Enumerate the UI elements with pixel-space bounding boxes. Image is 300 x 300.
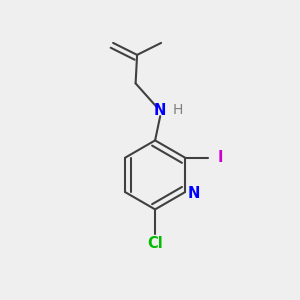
Text: H: H — [172, 103, 183, 117]
Text: I: I — [218, 150, 223, 165]
Text: N: N — [154, 103, 167, 118]
Text: Cl: Cl — [147, 236, 163, 251]
Text: N: N — [188, 186, 200, 201]
